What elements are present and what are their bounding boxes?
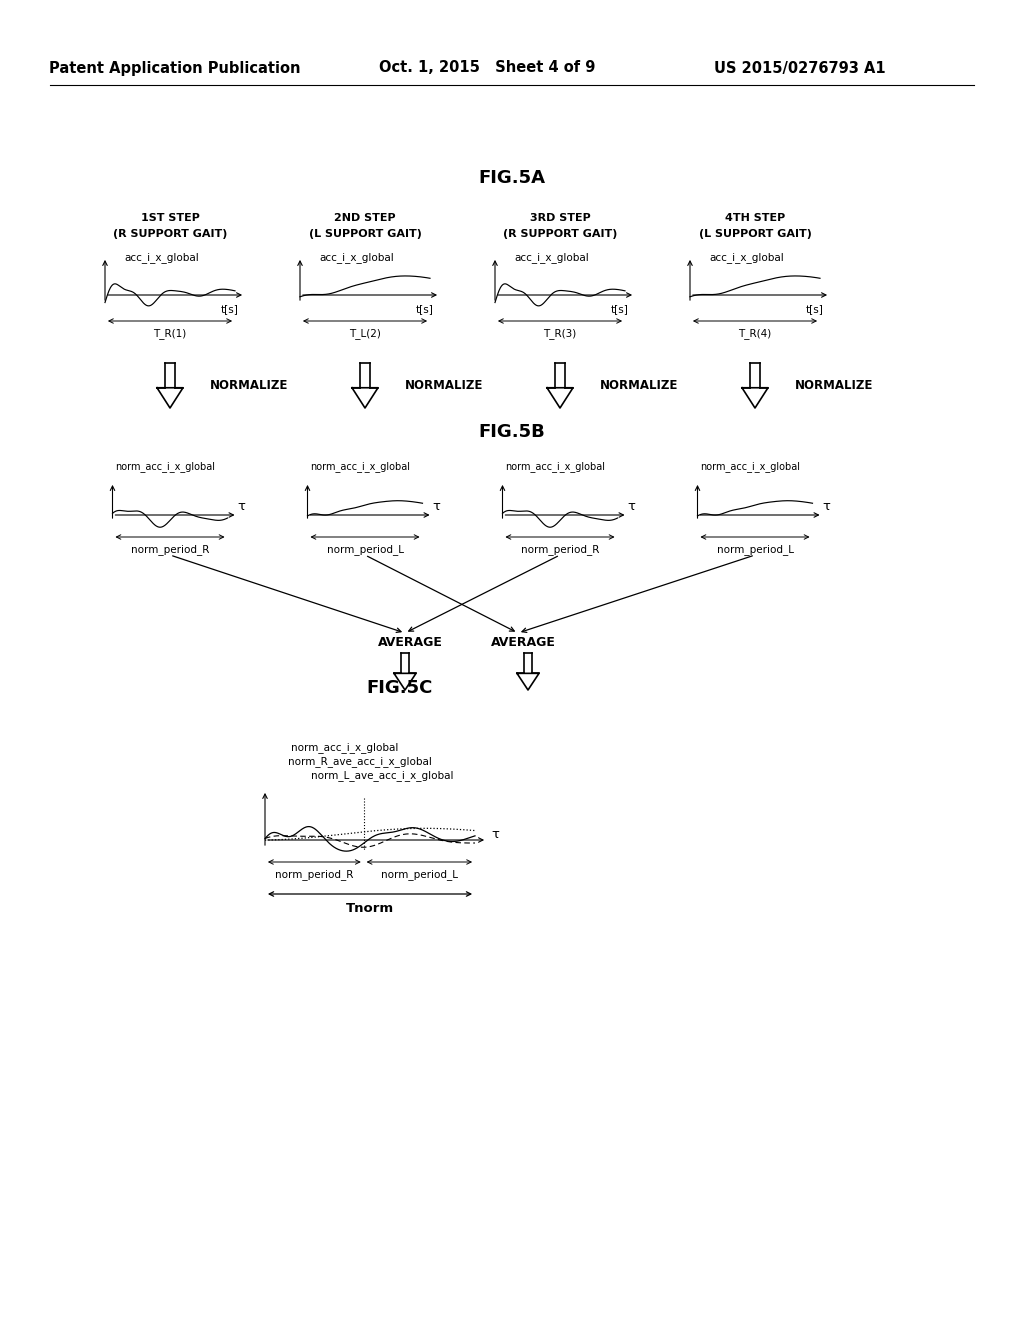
Text: norm_period_L: norm_period_L [327,545,403,556]
Text: t[s]: t[s] [611,304,629,314]
Text: acc_i_x_global: acc_i_x_global [710,252,784,264]
Text: τ: τ [822,500,830,513]
Text: Tnorm: Tnorm [346,902,394,915]
Text: norm_acc_i_x_global: norm_acc_i_x_global [310,462,410,473]
Text: T_R(4): T_R(4) [738,329,772,339]
Text: AVERAGE: AVERAGE [490,636,555,649]
Text: norm_acc_i_x_global: norm_acc_i_x_global [505,462,605,473]
Text: norm_period_R: norm_period_R [275,870,353,880]
Text: (R SUPPORT GAIT): (R SUPPORT GAIT) [503,228,617,239]
Text: US 2015/0276793 A1: US 2015/0276793 A1 [714,61,886,75]
Text: 1ST STEP: 1ST STEP [140,213,200,223]
Text: norm_period_L: norm_period_L [717,545,794,556]
Text: acc_i_x_global: acc_i_x_global [515,252,590,264]
Text: NORMALIZE: NORMALIZE [406,379,483,392]
Text: acc_i_x_global: acc_i_x_global [125,252,200,264]
Text: τ: τ [492,828,499,841]
Text: Patent Application Publication: Patent Application Publication [49,61,301,75]
Text: T_L(2): T_L(2) [349,329,381,339]
Text: t[s]: t[s] [806,304,824,314]
Text: 2ND STEP: 2ND STEP [334,213,396,223]
Text: norm_period_R: norm_period_R [521,545,599,556]
Text: (R SUPPORT GAIT): (R SUPPORT GAIT) [113,228,227,239]
Text: AVERAGE: AVERAGE [378,636,442,649]
Text: NORMALIZE: NORMALIZE [795,379,873,392]
Text: 4TH STEP: 4TH STEP [725,213,785,223]
Text: τ: τ [432,500,440,513]
Text: norm_acc_i_x_global: norm_acc_i_x_global [700,462,800,473]
Text: 3RD STEP: 3RD STEP [529,213,591,223]
Text: Oct. 1, 2015   Sheet 4 of 9: Oct. 1, 2015 Sheet 4 of 9 [379,61,595,75]
Text: norm_L_ave_acc_i_x_global: norm_L_ave_acc_i_x_global [310,771,454,781]
Text: norm_period_L: norm_period_L [381,870,458,880]
Text: NORMALIZE: NORMALIZE [210,379,289,392]
Text: t[s]: t[s] [221,304,239,314]
Text: acc_i_x_global: acc_i_x_global [319,252,394,264]
Text: (L SUPPORT GAIT): (L SUPPORT GAIT) [308,228,422,239]
Text: t[s]: t[s] [416,304,434,314]
Text: norm_acc_i_x_global: norm_acc_i_x_global [115,462,215,473]
Text: τ: τ [628,500,636,513]
Text: FIG.5C: FIG.5C [367,678,433,697]
Text: norm_period_R: norm_period_R [131,545,209,556]
Text: FIG.5B: FIG.5B [478,422,546,441]
Text: norm_acc_i_x_global: norm_acc_i_x_global [291,743,398,754]
Text: (L SUPPORT GAIT): (L SUPPORT GAIT) [698,228,811,239]
Text: T_R(3): T_R(3) [544,329,577,339]
Text: NORMALIZE: NORMALIZE [600,379,678,392]
Text: T_R(1): T_R(1) [154,329,186,339]
Text: τ: τ [238,500,246,513]
Text: norm_R_ave_acc_i_x_global: norm_R_ave_acc_i_x_global [288,756,432,767]
Text: FIG.5A: FIG.5A [478,169,546,187]
